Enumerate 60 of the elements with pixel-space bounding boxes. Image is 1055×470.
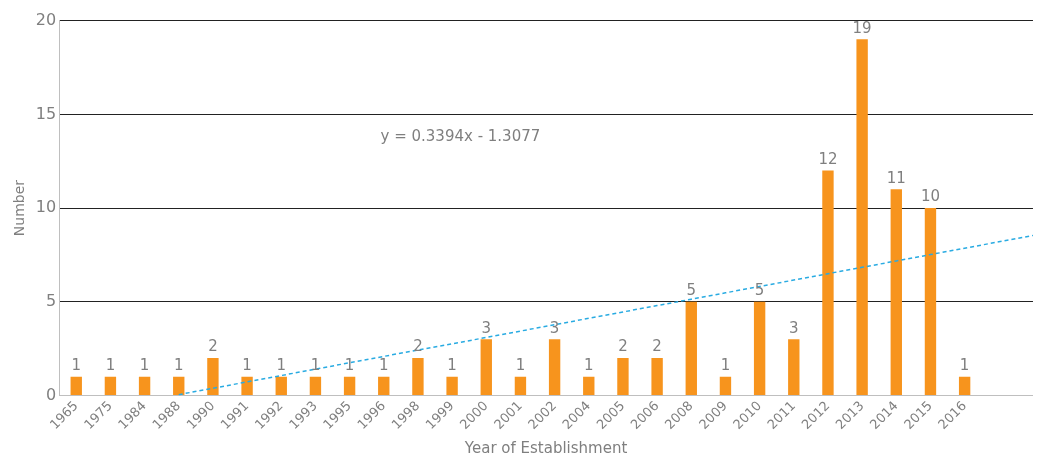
data-label: 1 [378, 356, 389, 375]
data-label: 1 [720, 356, 731, 375]
bar [275, 376, 287, 396]
data-label: 1 [515, 356, 526, 375]
x-axis-title: Year of Establishment [463, 438, 628, 457]
data-label: 1 [344, 356, 355, 375]
data-label: 19 [852, 18, 872, 37]
data-label: 12 [818, 149, 838, 168]
bar [514, 376, 527, 396]
bar [958, 376, 971, 396]
bar [924, 208, 937, 396]
data-label: 1 [276, 356, 287, 375]
y-tick-label: 5 [45, 290, 57, 310]
bar [446, 376, 458, 396]
data-label: 1 [105, 356, 116, 375]
data-label: 1 [242, 356, 252, 375]
data-label: 5 [754, 281, 765, 300]
bar [856, 39, 868, 396]
data-label: 2 [652, 337, 662, 356]
data-label: 1 [959, 356, 970, 375]
data-label: 11 [886, 168, 906, 187]
bar [70, 376, 82, 396]
bar [104, 376, 117, 396]
bar [309, 376, 322, 396]
bar [753, 301, 766, 396]
bar [583, 376, 595, 396]
bar [890, 189, 902, 396]
bar [788, 339, 800, 396]
bar [685, 301, 697, 396]
data-label: 3 [481, 318, 492, 337]
data-label: 1 [173, 356, 184, 375]
y-tick-label: 15 [35, 103, 57, 123]
y-tick-label: 0 [45, 384, 57, 404]
bar [617, 358, 629, 396]
bar [343, 376, 356, 396]
data-label: 3 [549, 318, 560, 337]
data-label: 10 [920, 187, 941, 206]
y-axis-title: Number [11, 179, 28, 237]
bar [651, 358, 663, 396]
y-tick-label: 10 [35, 197, 57, 217]
data-label: 5 [686, 281, 697, 300]
bar [207, 358, 219, 396]
bar [173, 376, 185, 396]
bar [548, 339, 561, 396]
data-label: 3 [789, 318, 799, 337]
bar [138, 376, 151, 396]
data-label: 1 [584, 356, 594, 375]
y-tick-label: 20 [35, 9, 57, 29]
data-label: 1 [71, 356, 82, 375]
bar [480, 339, 492, 396]
data-label: 1 [447, 356, 457, 375]
bar [412, 358, 424, 396]
bar [719, 376, 732, 396]
data-label: 1 [139, 356, 150, 375]
bar [241, 376, 253, 396]
bar [822, 170, 834, 396]
bar [378, 376, 390, 396]
annotation: y = 0.3394x - 1.3077 [380, 126, 541, 145]
data-label: 2 [208, 337, 218, 356]
data-label: 2 [618, 337, 628, 356]
